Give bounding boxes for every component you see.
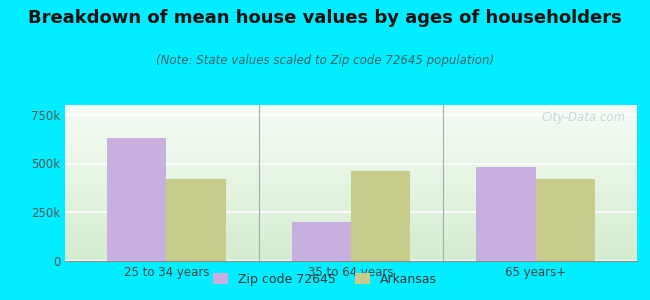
Text: (Note: State values scaled to Zip code 72645 population): (Note: State values scaled to Zip code 7… bbox=[156, 54, 494, 67]
Text: Breakdown of mean house values by ages of householders: Breakdown of mean house values by ages o… bbox=[28, 9, 622, 27]
Text: City-Data.com: City-Data.com bbox=[541, 111, 625, 124]
Bar bbox=[536, 179, 595, 261]
Bar bbox=[476, 167, 536, 261]
Bar bbox=[107, 138, 166, 261]
Legend: Zip code 72645, Arkansas: Zip code 72645, Arkansas bbox=[208, 268, 442, 291]
Bar bbox=[166, 179, 226, 261]
Bar bbox=[351, 171, 410, 261]
Bar bbox=[292, 222, 351, 261]
